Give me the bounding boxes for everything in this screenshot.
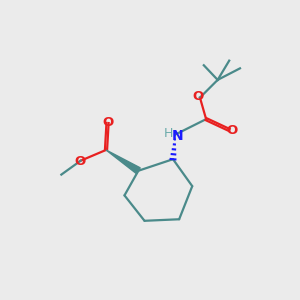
Text: O: O xyxy=(103,116,114,129)
Text: O: O xyxy=(227,124,238,137)
Polygon shape xyxy=(106,150,140,174)
Text: O: O xyxy=(74,155,85,168)
Text: H: H xyxy=(164,127,173,140)
Text: O: O xyxy=(192,90,203,103)
Text: N: N xyxy=(172,129,183,143)
